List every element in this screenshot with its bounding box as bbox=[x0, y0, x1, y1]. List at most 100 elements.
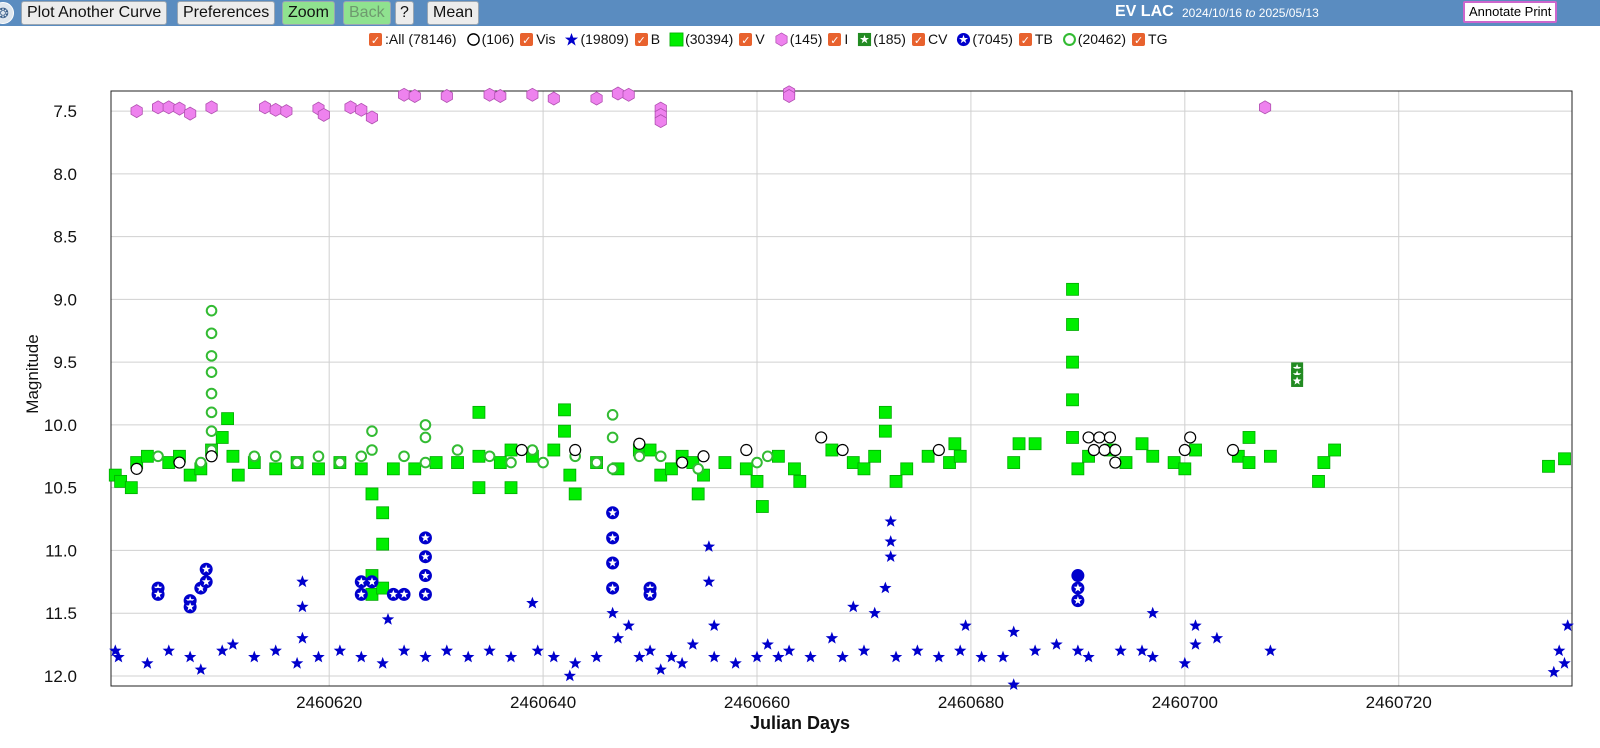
data-point-b bbox=[290, 656, 304, 669]
data-point-tg bbox=[291, 456, 303, 469]
data-point-v bbox=[771, 449, 785, 463]
data-point-i bbox=[483, 87, 496, 102]
date-to: 2025/05/13 bbox=[1258, 6, 1319, 20]
data-point-v bbox=[124, 481, 138, 495]
x-tick-label: 2460680 bbox=[938, 693, 1004, 712]
data-point-b bbox=[1547, 665, 1560, 678]
data-point-b bbox=[547, 650, 560, 663]
series-vis bbox=[130, 431, 1240, 475]
data-point-tb bbox=[151, 587, 165, 601]
checkbox-b-icon[interactable]: ✓ bbox=[634, 32, 648, 47]
data-point-tg bbox=[248, 450, 261, 463]
series-v bbox=[108, 282, 1571, 601]
legend-count: (30394) bbox=[685, 31, 734, 47]
legend-count: (7045) bbox=[972, 31, 1013, 47]
data-point-b bbox=[569, 656, 582, 669]
data-points bbox=[108, 85, 1574, 690]
data-point-v bbox=[1071, 462, 1085, 476]
data-point-v bbox=[1317, 456, 1331, 469]
legend-band: V bbox=[755, 31, 765, 47]
data-point-vis bbox=[932, 443, 945, 457]
violet-hexagon-icon bbox=[775, 32, 788, 46]
y-tick-label: 9.5 bbox=[53, 353, 77, 372]
legend-item-tg[interactable]: (20462) ✓ TG bbox=[1062, 31, 1168, 47]
data-point-b bbox=[996, 650, 1010, 663]
data-point-v bbox=[140, 449, 154, 463]
data-point-b bbox=[376, 656, 389, 669]
y-tick-label: 10.0 bbox=[44, 416, 77, 435]
data-point-tg bbox=[152, 450, 164, 463]
data-point-b bbox=[702, 540, 716, 552]
data-point-tb bbox=[354, 587, 368, 601]
data-point-i bbox=[526, 87, 539, 102]
back-button[interactable]: Back bbox=[343, 1, 391, 25]
y-tick-label: 10.5 bbox=[44, 479, 77, 498]
data-point-tg bbox=[398, 450, 410, 463]
star-name: EV LAC bbox=[1115, 3, 1174, 20]
data-point-b bbox=[1146, 606, 1159, 619]
data-point-tb bbox=[386, 587, 400, 601]
checkbox-cv-icon[interactable]: ✓ bbox=[911, 32, 925, 47]
data-point-b bbox=[109, 644, 122, 657]
legend-item-vis[interactable]: (106) ✓ Vis bbox=[466, 31, 556, 47]
data-point-i bbox=[130, 104, 143, 119]
data-point-v bbox=[493, 456, 507, 469]
checkbox-all-icon[interactable]: ✓ bbox=[369, 32, 382, 47]
green-circle-icon bbox=[1062, 32, 1076, 46]
y-tick-label: 7.5 bbox=[53, 102, 77, 121]
checkbox-tg-icon[interactable]: ✓ bbox=[1132, 32, 1146, 47]
checkbox-i-icon[interactable]: ✓ bbox=[828, 32, 842, 47]
data-point-i bbox=[622, 87, 635, 102]
data-point-v bbox=[1242, 456, 1256, 469]
x-tick-label: 2460620 bbox=[296, 693, 362, 712]
data-point-v bbox=[408, 462, 422, 476]
data-point-vis bbox=[1109, 456, 1122, 469]
help-button[interactable]: ? bbox=[395, 1, 414, 25]
cv-star-mark bbox=[1292, 363, 1302, 373]
zoom-button[interactable]: Zoom bbox=[282, 1, 335, 25]
data-point-tg bbox=[751, 456, 763, 469]
legend-item-v[interactable]: (30394) ✓ V bbox=[669, 31, 765, 47]
data-point-v bbox=[376, 506, 390, 520]
checkbox-vis-icon[interactable]: ✓ bbox=[520, 32, 534, 47]
data-point-v bbox=[825, 443, 839, 457]
data-point-tb bbox=[1071, 581, 1085, 595]
checkbox-v-icon[interactable]: ✓ bbox=[739, 32, 753, 47]
annotate-print-button[interactable]: Annotate Print bbox=[1463, 1, 1558, 23]
data-point-tg bbox=[334, 456, 346, 469]
data-point-i bbox=[397, 87, 411, 102]
data-point-i bbox=[590, 91, 603, 106]
tb-star-mark bbox=[1073, 596, 1083, 605]
data-point-tg bbox=[205, 425, 218, 437]
data-point-v bbox=[948, 437, 962, 451]
series-b bbox=[109, 515, 1574, 690]
legend-item-b[interactable]: (19809) ✓ B bbox=[564, 31, 660, 47]
data-point-b bbox=[782, 644, 796, 657]
legend-item-tb[interactable]: (7045) ✓ TB bbox=[956, 31, 1053, 47]
legend-item-cv[interactable]: (185) ✓ CV bbox=[857, 31, 947, 47]
tb-star-mark bbox=[608, 583, 617, 592]
data-point-cv bbox=[1291, 374, 1304, 387]
data-point-v bbox=[1028, 437, 1042, 451]
data-point-b bbox=[397, 644, 411, 657]
data-point-b bbox=[622, 619, 635, 631]
plot-another-curve-button[interactable]: Plot Another Curve bbox=[21, 1, 168, 25]
legend-item-i[interactable]: (145) ✓ I bbox=[774, 31, 848, 47]
data-point-v bbox=[114, 474, 128, 488]
data-point-b bbox=[355, 650, 368, 663]
mean-button[interactable]: Mean bbox=[427, 1, 480, 25]
legend-all[interactable]: ✓ :All (78146) bbox=[369, 31, 457, 47]
data-point-b bbox=[825, 631, 839, 644]
data-point-b bbox=[563, 669, 576, 682]
data-point-b bbox=[526, 596, 539, 609]
data-point-v bbox=[1178, 462, 1192, 476]
preferences-button[interactable]: Preferences bbox=[177, 1, 276, 25]
legend-band: Vis bbox=[536, 31, 556, 47]
data-point-i bbox=[344, 100, 357, 115]
data-point-tg bbox=[606, 463, 619, 475]
data-point-b bbox=[483, 644, 496, 657]
checkbox-tb-icon[interactable]: ✓ bbox=[1018, 32, 1032, 47]
axis-ticks: 2460620 2460640 2460660 2460680 2460700 24607… bbox=[44, 102, 1432, 712]
data-point-b bbox=[889, 650, 903, 663]
